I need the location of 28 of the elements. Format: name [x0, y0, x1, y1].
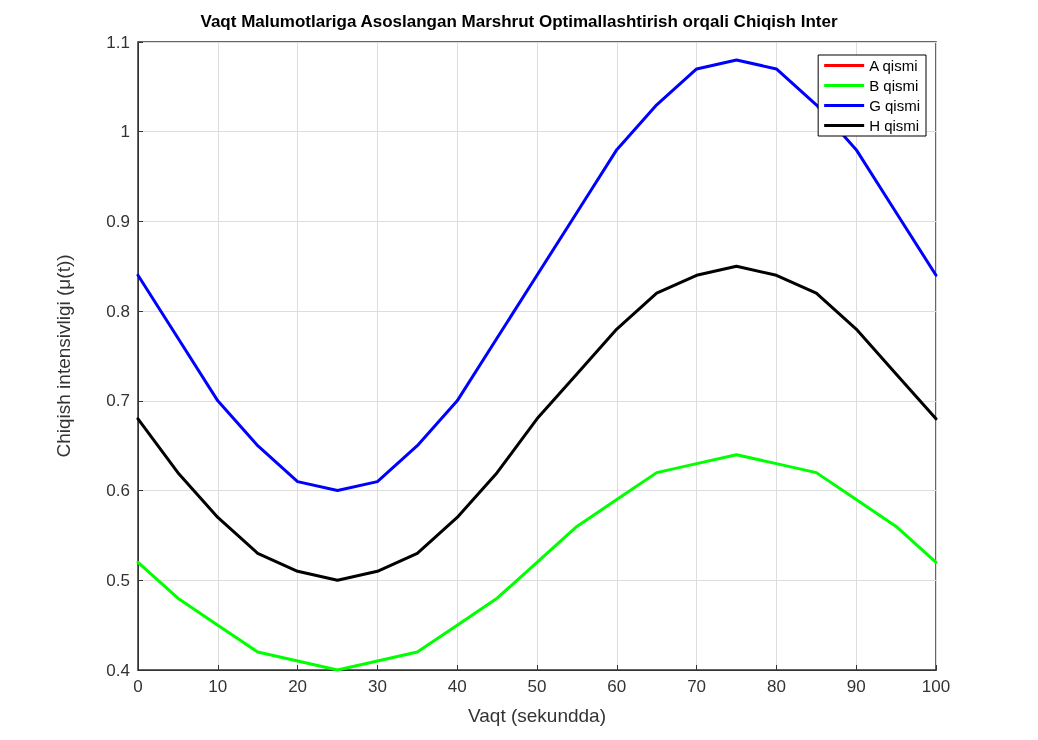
x-tick-label: 60	[607, 677, 627, 696]
y-tick-label: 0.4	[106, 660, 130, 680]
chart-title: Vaqt Malumotlariga Asoslangan Marshrut Optimallashtirish orqali Chiqish Inter	[200, 12, 838, 31]
y-tick-label: 0.5	[106, 570, 130, 590]
x-tick-label: 70	[687, 677, 707, 696]
y-tick-label: 0.8	[106, 301, 130, 321]
x-tick-label: 20	[288, 677, 308, 696]
x-tick-label: 40	[447, 677, 467, 696]
y-tick-label: 0.6	[106, 481, 130, 501]
x-tick-label: 0	[133, 677, 143, 696]
line-series	[136, 58, 938, 493]
x-tick-label: 50	[527, 677, 547, 696]
x-axis-title: Vaqt (sekundda)	[467, 705, 607, 726]
y-tick-label: 1.1	[106, 32, 130, 52]
x-tick-label: 100	[921, 677, 951, 696]
legend-label: H qismi	[869, 117, 920, 134]
legend-label: A qismi	[869, 57, 918, 74]
line-series	[136, 264, 938, 582]
legend-label: B qismi	[869, 77, 919, 94]
y-tick-label: 0.9	[106, 211, 130, 231]
x-tick-label: 90	[846, 677, 866, 696]
y-tick-label: 0.7	[106, 391, 130, 411]
x-tick-label: 30	[367, 677, 387, 696]
legend-label: G qismi	[869, 97, 921, 114]
y-tick-label: 1	[120, 122, 130, 142]
x-tick-label: 80	[766, 677, 786, 696]
y-axis-title: Chiqish intensivligi (μ(t))	[53, 254, 74, 458]
x-tick-label: 10	[208, 677, 228, 696]
